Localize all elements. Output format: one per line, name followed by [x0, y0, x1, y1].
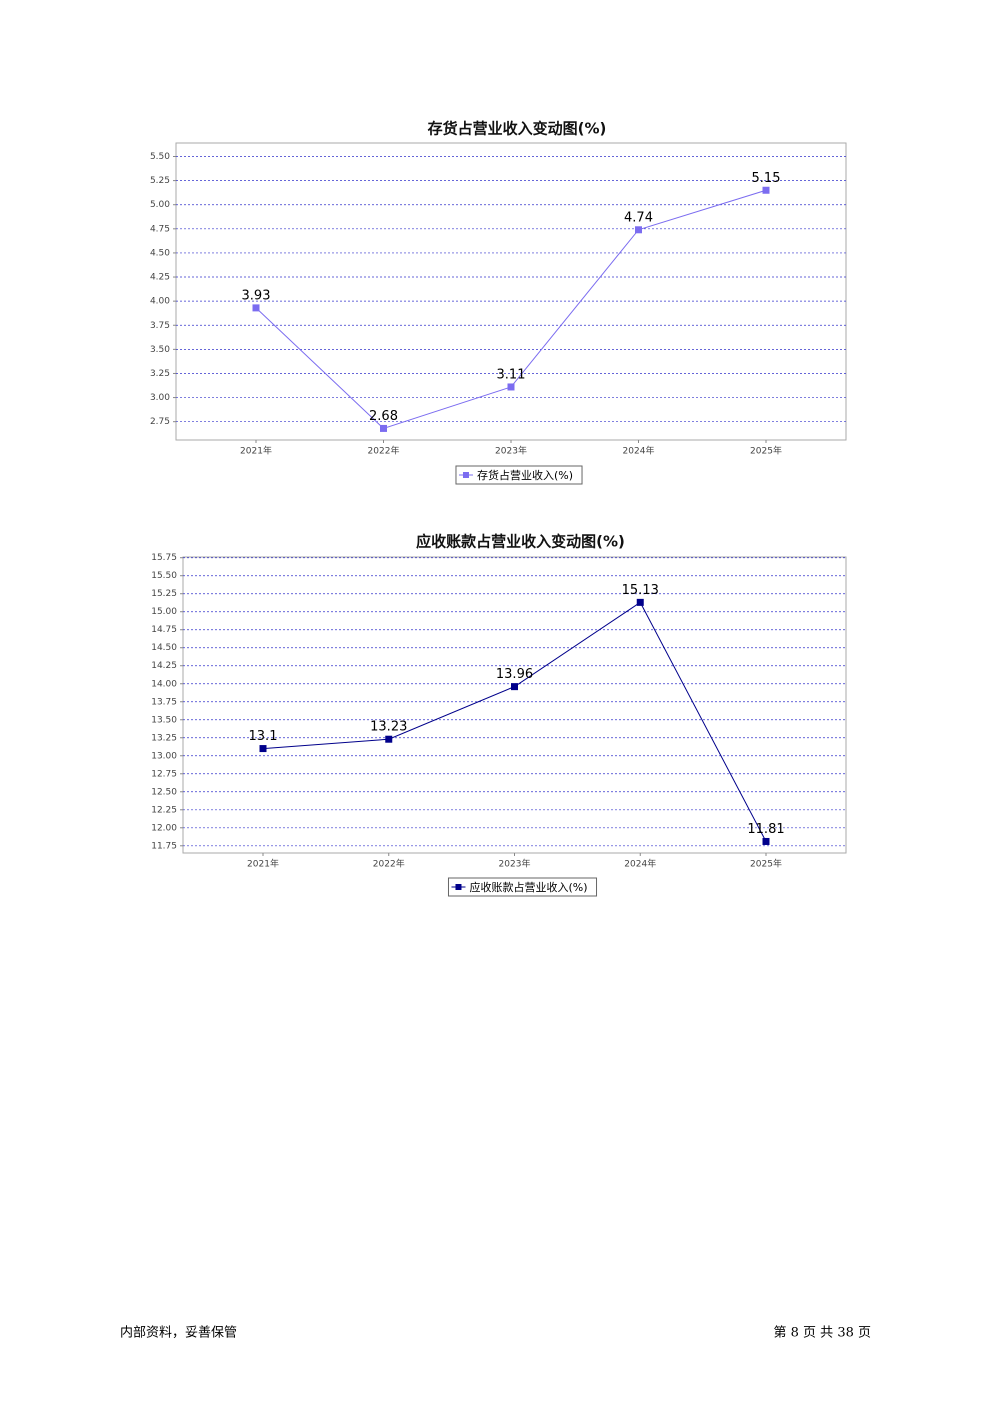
chart-title: 应收账款占营业收入变动图(%) [416, 533, 625, 551]
y-tick-label: 4.00 [150, 297, 170, 307]
y-tick-label: 4.50 [150, 248, 170, 258]
y-tick-label: 14.00 [151, 679, 177, 689]
data-point [635, 226, 642, 234]
y-tick-label: 12.50 [151, 787, 177, 797]
y-tick-label: 5.00 [150, 200, 170, 210]
y-tick-label: 14.75 [151, 625, 177, 635]
legend-box [447, 877, 598, 897]
y-tick-label: 12.25 [151, 805, 177, 815]
data-label: 3.93 [242, 288, 271, 303]
y-tick-label: 3.75 [150, 321, 170, 331]
data-point [762, 837, 770, 845]
data-point [252, 304, 260, 312]
footer-left: 内部资料，妥善保管 [120, 1325, 237, 1341]
data-point [385, 735, 393, 743]
y-tick-label: 4.25 [150, 273, 170, 283]
y-tick-label: 13.50 [151, 715, 177, 725]
chart-title: 存货占营业收入变动图(%) [428, 120, 607, 138]
x-tick-label: 2021年 [240, 445, 272, 457]
data-label: 13.1 [249, 729, 278, 744]
y-tick-label: 13.00 [151, 751, 177, 761]
data-point [636, 598, 644, 606]
footer-right: 第 8 页 共 38 页 [774, 1326, 871, 1341]
y-tick-label: 2.75 [150, 417, 170, 427]
x-tick-label: 2025年 [750, 445, 782, 457]
x-tick-label: 2025年 [750, 858, 782, 870]
legend-marker [455, 884, 462, 890]
y-tick-label: 13.25 [151, 733, 177, 743]
x-tick-label: 2023年 [499, 858, 531, 870]
x-tick-label: 2023年 [495, 445, 527, 457]
data-label: 11.81 [747, 822, 784, 837]
y-tick-label: 15.75 [151, 553, 177, 563]
legend-label: 存货占营业收入(%) [477, 468, 573, 482]
data-point [762, 186, 770, 194]
x-tick-label: 2022年 [373, 858, 405, 870]
y-tick-label: 5.50 [150, 152, 170, 162]
y-tick-label: 4.75 [150, 224, 170, 234]
data-label: 15.13 [622, 583, 659, 598]
plot-area [182, 556, 847, 854]
x-tick-label: 2024年 [624, 858, 656, 870]
data-label: 2.68 [369, 409, 398, 424]
y-tick-label: 15.00 [151, 607, 177, 617]
y-tick-label: 5.25 [150, 176, 170, 186]
data-point [507, 383, 515, 391]
data-label: 5.15 [752, 171, 781, 186]
y-tick-label: 3.00 [150, 393, 170, 403]
y-tick-label: 15.25 [151, 589, 177, 599]
y-tick-label: 3.50 [150, 345, 170, 355]
x-tick-label: 2021年 [247, 858, 279, 870]
data-point [259, 745, 267, 753]
y-tick-label: 12.75 [151, 769, 177, 779]
y-tick-label: 3.25 [150, 369, 170, 379]
y-tick-label: 15.50 [151, 571, 177, 581]
y-tick-label: 14.50 [151, 643, 177, 653]
x-tick-label: 2024年 [623, 445, 655, 457]
data-label: 13.96 [496, 667, 533, 682]
y-tick-label: 12.00 [151, 823, 177, 833]
y-tick-label: 14.25 [151, 661, 177, 671]
y-tick-label: 11.75 [151, 841, 177, 851]
data-label: 3.11 [497, 367, 526, 382]
legend-label: 应收账款占营业收入(%) [469, 880, 587, 894]
data-label: 4.74 [624, 210, 653, 225]
legend-marker [462, 472, 469, 478]
legend-box [455, 465, 583, 485]
data-label: 13.23 [370, 720, 407, 735]
plot-area [175, 142, 847, 441]
data-point [380, 424, 387, 432]
x-tick-label: 2022年 [368, 445, 400, 457]
y-tick-label: 13.75 [151, 697, 177, 707]
data-point [511, 683, 518, 691]
